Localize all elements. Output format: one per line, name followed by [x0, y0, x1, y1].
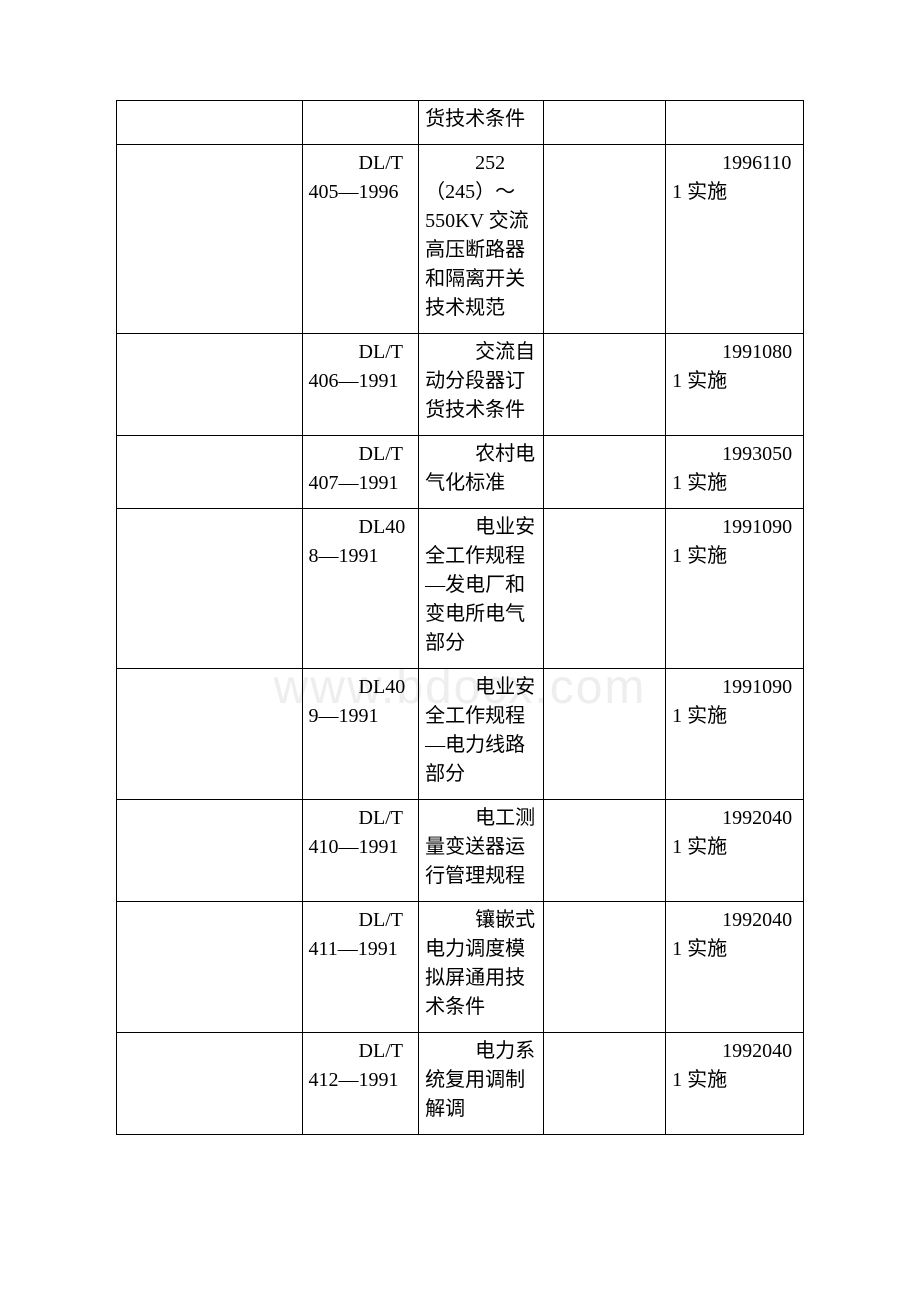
title-text: 农村电气化标准 [425, 440, 537, 498]
date-text: 19920401 实施 [672, 804, 797, 862]
table-row: 货技术条件 [117, 101, 804, 145]
cell-standard-code: DL/T 410—1991 [302, 800, 419, 902]
cell-title: 农村电气化标准 [419, 436, 544, 509]
date-text: 19910901 实施 [672, 673, 797, 731]
cell-title: 交流自动分段器订货技术条件 [419, 334, 544, 436]
table-row: DL/T 405—1996252（245）～550KV 交流高压断路器和隔离开关… [117, 145, 804, 334]
cell-title: 电力系统复用调制解调 [419, 1033, 544, 1135]
cell-col1 [117, 509, 303, 669]
standard-code-text: DL/T 406—1991 [309, 338, 413, 396]
cell-col4 [544, 509, 666, 669]
title-text: 交流自动分段器订货技术条件 [425, 338, 537, 425]
cell-date: 19910801 实施 [666, 334, 804, 436]
cell-standard-code: DL408—1991 [302, 509, 419, 669]
cell-title: 镶嵌式电力调度模拟屏通用技术条件 [419, 902, 544, 1033]
standard-code-text: DL/T 412—1991 [309, 1037, 413, 1095]
cell-col1 [117, 902, 303, 1033]
table-row: DL408—1991电业安全工作规程—发电厂和变电所电气部分 19910901 实… [117, 509, 804, 669]
cell-standard-code: DL/T 406—1991 [302, 334, 419, 436]
cell-standard-code: DL/T 407—1991 [302, 436, 419, 509]
cell-standard-code: DL/T 412—1991 [302, 1033, 419, 1135]
cell-col4 [544, 334, 666, 436]
table-row: DL/T 412—1991电力系统复用调制解调 19920401 实施 [117, 1033, 804, 1135]
standard-code-text: DL/T 411—1991 [309, 906, 413, 964]
cell-date: 19910901 实施 [666, 669, 804, 800]
cell-col1 [117, 145, 303, 334]
cell-col4 [544, 1033, 666, 1135]
table-row: DL/T 410—1991电工测量变送器运行管理规程 19920401 实施 [117, 800, 804, 902]
date-text: 19920401 实施 [672, 906, 797, 964]
cell-title: 电业安全工作规程—电力线路部分 [419, 669, 544, 800]
cell-standard-code: DL409—1991 [302, 669, 419, 800]
table-body: 货技术条件 DL/T 405—1996252（245）～550KV 交流高压断路器… [117, 101, 804, 1135]
table-row: DL/T 411—1991镶嵌式电力调度模拟屏通用技术条件 19920401 实施 [117, 902, 804, 1033]
cell-title: 电业安全工作规程—发电厂和变电所电气部分 [419, 509, 544, 669]
cell-col1 [117, 334, 303, 436]
standard-code-text: DL408—1991 [309, 513, 413, 571]
standard-code-text: DL409—1991 [309, 673, 413, 731]
title-text: 电业安全工作规程—电力线路部分 [425, 673, 537, 789]
cell-col4 [544, 145, 666, 334]
cell-date: 19930501 实施 [666, 436, 804, 509]
date-text: 19920401 实施 [672, 1037, 797, 1095]
cell-date [666, 101, 804, 145]
cell-col4 [544, 436, 666, 509]
cell-title: 电工测量变送器运行管理规程 [419, 800, 544, 902]
cell-standard-code: DL/T 411—1991 [302, 902, 419, 1033]
standard-code-text: DL/T 407—1991 [309, 440, 413, 498]
document-page: www.bdocx.com 货技术条件DL/T 405—1996252（245）… [0, 0, 920, 1175]
cell-date: 19910901 实施 [666, 509, 804, 669]
cell-col1 [117, 800, 303, 902]
table-row: DL409—1991电业安全工作规程—电力线路部分 19910901 实施 [117, 669, 804, 800]
title-text: 电工测量变送器运行管理规程 [425, 804, 537, 891]
cell-col1 [117, 436, 303, 509]
cell-date: 19920401 实施 [666, 902, 804, 1033]
cell-title: 252（245）～550KV 交流高压断路器和隔离开关技术规范 [419, 145, 544, 334]
standards-table: 货技术条件 DL/T 405—1996252（245）～550KV 交流高压断路器… [116, 100, 804, 1135]
cell-col1 [117, 1033, 303, 1135]
cell-date: 19961101 实施 [666, 145, 804, 334]
cell-col1 [117, 101, 303, 145]
cell-col4 [544, 101, 666, 145]
date-text: 19961101 实施 [672, 149, 797, 207]
cell-col4 [544, 669, 666, 800]
date-text: 19910801 实施 [672, 338, 797, 396]
cell-date: 19920401 实施 [666, 800, 804, 902]
cell-col4 [544, 800, 666, 902]
cell-col4 [544, 902, 666, 1033]
cell-standard-code: DL/T 405—1996 [302, 145, 419, 334]
cell-date: 19920401 实施 [666, 1033, 804, 1135]
table-row: DL/T 406—1991交流自动分段器订货技术条件 19910801 实施 [117, 334, 804, 436]
title-text: 电业安全工作规程—发电厂和变电所电气部分 [425, 513, 537, 658]
title-text: 电力系统复用调制解调 [425, 1037, 537, 1124]
title-text: 货技术条件 [425, 105, 537, 134]
date-text: 19910901 实施 [672, 513, 797, 571]
table-row: DL/T 407—1991农村电气化标准 19930501 实施 [117, 436, 804, 509]
standard-code-text: DL/T 405—1996 [309, 149, 413, 207]
date-text: 19930501 实施 [672, 440, 797, 498]
cell-col1 [117, 669, 303, 800]
cell-title: 货技术条件 [419, 101, 544, 145]
standard-code-text: DL/T 410—1991 [309, 804, 413, 862]
title-text: 镶嵌式电力调度模拟屏通用技术条件 [425, 906, 537, 1022]
cell-standard-code [302, 101, 419, 145]
title-text: 252（245）～550KV 交流高压断路器和隔离开关技术规范 [425, 149, 537, 323]
